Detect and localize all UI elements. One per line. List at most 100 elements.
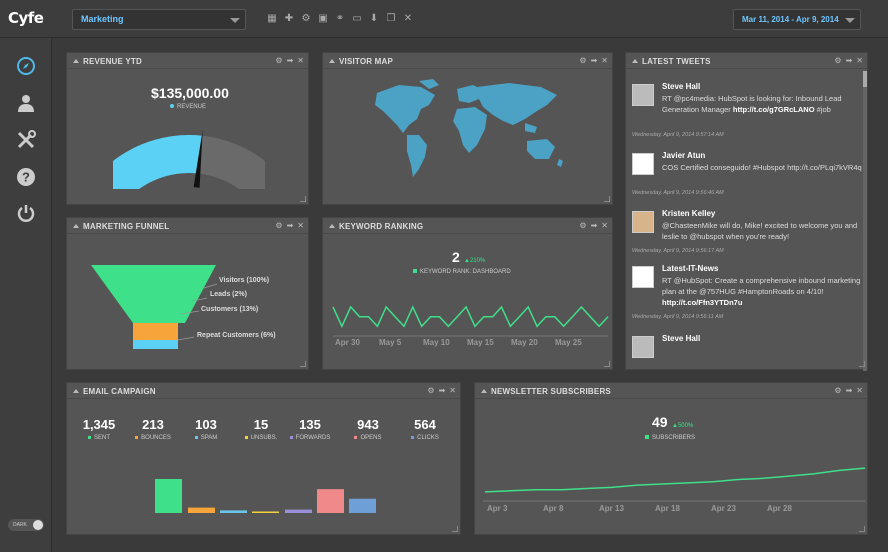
gear-icon[interactable]: ⚙	[579, 221, 587, 230]
revenue-widget: REVENUE YTD ⚙ ➡ ✕ $135,000.00 REVENUE	[66, 52, 309, 205]
resize-handle[interactable]	[300, 361, 306, 367]
gear-icon[interactable]: ⚙	[275, 221, 283, 230]
image-icon[interactable]: ▣	[318, 13, 328, 24]
newsletter-value: 49	[652, 414, 668, 430]
svg-text:?: ?	[22, 170, 30, 185]
arrow-right-icon[interactable]: ➡	[590, 56, 598, 65]
close-icon[interactable]: ✕	[601, 56, 608, 65]
close-icon[interactable]: ✕	[856, 56, 863, 65]
arrow-right-icon[interactable]: ➡	[286, 56, 294, 65]
collapse-icon[interactable]	[632, 59, 638, 63]
keyword-series-line	[332, 305, 609, 329]
avatar	[632, 84, 654, 106]
stat-label: SENT	[69, 435, 129, 441]
avatar	[632, 211, 654, 233]
tweet-time: Wednesday, April 9, 2014 9:56:11 AM	[632, 314, 724, 320]
subscribers-series-line	[484, 467, 866, 493]
avatar	[632, 153, 654, 175]
x-tick-label: Apr 8	[543, 504, 564, 513]
collapse-icon[interactable]	[329, 224, 335, 228]
newsletter-legend: SUBSCRIBERS	[645, 435, 695, 441]
link-icon[interactable]: ⚭	[335, 13, 345, 24]
monitor-icon[interactable]: ▭	[352, 13, 362, 24]
tweet-author: Latest-IT-News	[662, 264, 719, 273]
bar-bounces	[188, 507, 215, 513]
grid-icon[interactable]: ▦	[267, 13, 277, 24]
tweet-time: Wednesday, April 9, 2014 9:56:17 AM	[632, 248, 724, 254]
download-icon[interactable]: ⬇	[369, 13, 379, 24]
collapse-icon[interactable]	[481, 389, 487, 393]
tweet-link[interactable]: http://t.co/g7GRcLANO	[732, 105, 815, 114]
collapse-icon[interactable]	[73, 59, 79, 63]
resize-handle[interactable]	[859, 526, 865, 532]
arrow-right-icon[interactable]: ➡	[590, 221, 598, 230]
funnel-widget: MARKETING FUNNEL ⚙ ➡ ✕ Visitors (100%) Lea…	[66, 217, 309, 370]
toolbar: ▦ ✚ ⚙ ▣ ⚭ ▭ ⬇ ❐ ✕	[266, 13, 414, 25]
scrollbar[interactable]	[863, 71, 867, 371]
gear-icon[interactable]: ⚙	[579, 56, 587, 65]
gear-icon[interactable]: ⚙	[301, 13, 311, 24]
close-icon[interactable]: ✕	[403, 13, 413, 24]
date-range-select[interactable]: Mar 11, 2014 - Apr 9, 2014	[733, 9, 861, 30]
australia-shape	[527, 139, 555, 159]
gear-icon[interactable]: ⚙	[427, 386, 435, 395]
email-stat-sent: 1,345 SENT	[69, 417, 129, 441]
dark-mode-toggle[interactable]: DARK	[8, 519, 44, 531]
stat-value: 15	[253, 417, 269, 432]
gear-icon[interactable]: ⚙	[275, 56, 283, 65]
power-icon[interactable]	[16, 203, 36, 223]
help-icon[interactable]: ?	[16, 167, 36, 187]
x-tick-label: Apr 3	[487, 504, 508, 513]
tweet-link[interactable]: http://t.co/Ffn3YTDn7u	[662, 298, 743, 307]
stat-value: 943	[357, 417, 379, 432]
bar-forwards	[285, 509, 312, 513]
close-icon[interactable]: ✕	[297, 221, 304, 230]
close-icon[interactable]: ✕	[449, 386, 456, 395]
close-icon[interactable]: ✕	[856, 386, 863, 395]
tweet-author: Kristen Kelley	[662, 209, 716, 218]
arrow-right-icon[interactable]: ➡	[845, 56, 853, 65]
leader-line	[203, 283, 218, 289]
arrow-right-icon[interactable]: ➡	[438, 386, 446, 395]
tweet-text: RT @pc4media: HubSpot is looking for: In…	[662, 94, 842, 114]
email-stat-spam: 103 SPAM	[176, 417, 236, 441]
user-icon[interactable]	[16, 93, 36, 113]
email-stat-unsubs: 15 UNSUBS.	[231, 417, 291, 441]
x-tick-label: May 25	[555, 338, 582, 347]
widget-header: EMAIL CAMPAIGN ⚙ ➡ ✕	[67, 383, 460, 399]
x-tick-label: Apr 18	[655, 504, 680, 513]
collapse-icon[interactable]	[73, 389, 79, 393]
copy-icon[interactable]: ❐	[386, 13, 396, 24]
stat-value: 564	[414, 417, 436, 432]
close-icon[interactable]: ✕	[601, 221, 608, 230]
collapse-icon[interactable]	[73, 224, 79, 228]
tweet-time: Wednesday, April 9, 2014 9:56:46 AM	[632, 190, 724, 196]
resize-handle[interactable]	[604, 361, 610, 367]
x-tick-label: Apr 23	[711, 504, 736, 513]
close-icon[interactable]: ✕	[297, 56, 304, 65]
compass-icon[interactable]	[16, 56, 36, 76]
scrollbar-thumb[interactable]	[863, 71, 867, 87]
gear-icon[interactable]: ⚙	[834, 56, 842, 65]
collapse-icon[interactable]	[329, 59, 335, 63]
stat-label: SPAM	[176, 435, 236, 441]
gauge-fill	[113, 135, 203, 189]
tweets-widget: LATEST TWEETS ⚙ ➡ ✕ Steve Hall RT @pc4medi…	[625, 52, 868, 371]
widget-header: MARKETING FUNNEL ⚙ ➡ ✕	[67, 218, 308, 234]
gear-icon[interactable]: ⚙	[834, 386, 842, 395]
resize-handle[interactable]	[300, 196, 306, 202]
stat-label: FORWARDS	[280, 435, 340, 441]
app-logo[interactable]: Cyfe	[8, 9, 44, 27]
indonesia-shape	[525, 123, 537, 133]
arrow-right-icon[interactable]: ➡	[286, 221, 294, 230]
plus-icon[interactable]: ✚	[284, 13, 294, 24]
bar-unsubs	[252, 511, 279, 513]
dashboard-select[interactable]: Marketing	[72, 9, 246, 30]
tools-icon[interactable]	[16, 130, 36, 150]
asia-shape	[477, 83, 557, 125]
resize-handle[interactable]	[604, 196, 610, 202]
resize-handle[interactable]	[452, 526, 458, 532]
resize-handle[interactable]	[859, 361, 865, 367]
arrow-right-icon[interactable]: ➡	[845, 386, 853, 395]
north-america-shape	[375, 85, 435, 133]
